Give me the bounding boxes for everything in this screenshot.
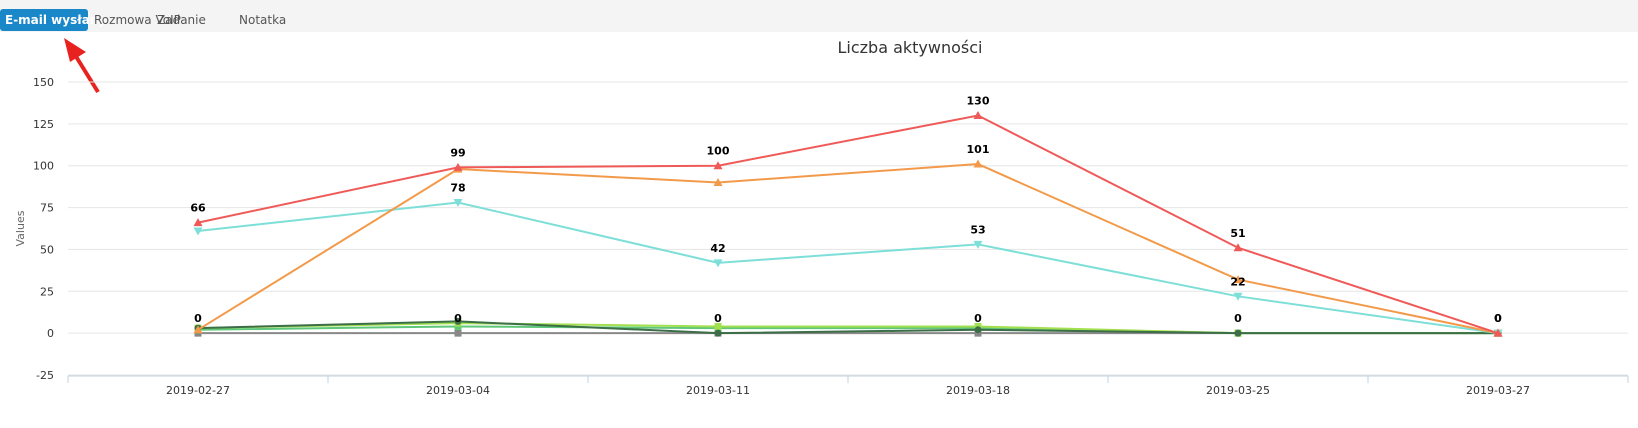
series-line-red [197,114,1499,335]
data-point [453,199,463,208]
data-point [193,325,203,334]
x-tick-label: 2019-03-18 [946,384,1010,397]
y-tick-label: 150 [33,76,54,89]
y-tick-label: -25 [36,369,54,382]
y-axis-label: Values [14,210,27,246]
y-tick-label: 50 [40,243,54,256]
data-point [193,227,203,236]
annotation-arrowhead-icon [64,38,86,62]
data-label: 66 [190,202,206,215]
data-point [1233,292,1243,301]
data-label: 78 [450,182,465,195]
data-label: 0 [1234,312,1242,325]
series-line-cyan [197,201,1499,335]
tab-email-sent[interactable]: E-mail wysłany [0,9,106,31]
data-point [973,110,983,119]
data-point [453,162,463,171]
data-label: 53 [970,223,985,236]
data-label: 51 [1230,227,1245,240]
data-point [713,259,723,268]
y-tick-label: 25 [40,285,54,298]
data-point [973,159,983,168]
data-label: 0 [974,312,982,325]
tab-note[interactable]: Notatka [239,13,287,27]
data-point [714,322,722,330]
y-tick-label: 100 [33,160,54,173]
x-tick-label: 2019-03-27 [1466,384,1530,397]
y-tick-label: 75 [40,202,54,215]
data-label: 0 [1494,312,1502,325]
x-tick-label: 2019-03-11 [686,384,750,397]
data-point [974,326,982,334]
data-point [193,218,203,227]
data-label: 99 [450,146,465,159]
data-point [454,329,462,337]
data-label: 130 [967,94,990,107]
x-tick-label: 2019-03-25 [1206,384,1270,397]
data-point [454,317,462,325]
data-label: 22 [1230,275,1245,288]
data-point [714,329,722,337]
data-label: 101 [967,143,990,156]
data-point [973,240,983,249]
chart-title: Liczba aktywności [837,38,982,57]
data-label: 100 [707,145,730,158]
data-point [1234,329,1242,337]
data-label: 0 [194,312,202,325]
data-label: 0 [1494,312,1502,325]
data-label: 0 [454,312,462,325]
x-tick-label: 2019-03-04 [426,384,490,397]
tab-voip-call[interactable]: Rozmowa VoIP [94,13,181,27]
data-point [1233,275,1243,284]
series-line-dark-green [197,320,1498,335]
y-tick-label: 0 [47,327,54,340]
y-tick-label: 125 [33,118,54,131]
data-point [713,161,723,170]
tab-bar: E-mail wysłany Rozmowa VoIP Zadanie Nota… [0,0,1638,32]
data-point [1493,328,1503,337]
data-point [713,177,723,186]
data-label: 42 [710,242,725,255]
data-label: 0 [714,312,722,325]
series-line-orange [197,163,1499,335]
x-tick-label: 2019-02-27 [166,384,230,397]
data-point [1233,243,1243,252]
tab-task[interactable]: Zadanie [157,13,206,27]
